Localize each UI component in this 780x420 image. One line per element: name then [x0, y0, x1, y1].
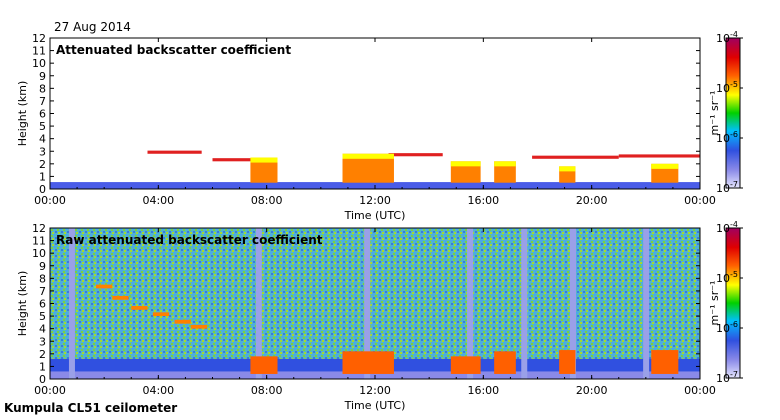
x-tick-label: 16:00 [467, 194, 499, 207]
aerosol-layer [96, 284, 113, 289]
aerosol-layer [212, 158, 262, 162]
colorbar-label: m⁻¹ sr⁻¹ [708, 91, 721, 136]
cloud-cell [450, 356, 481, 374]
x-tick-label: 12:00 [359, 194, 391, 207]
x-tick-label: 00:00 [34, 194, 66, 207]
y-tick-label: 1 [39, 170, 46, 183]
x-tick-label: 04:00 [142, 194, 174, 207]
cloud-top [342, 153, 394, 159]
x-axis-label: Time (UTC) [344, 209, 406, 222]
y-tick-label: 8 [39, 82, 46, 95]
panel-title: Raw attenuated backscatter coefficient [56, 233, 323, 247]
y-tick-label: 12 [32, 222, 46, 235]
cloud-top [651, 163, 679, 169]
cloud-cell [250, 356, 278, 374]
cloud-top [559, 166, 576, 172]
x-tick-label: 08:00 [251, 194, 283, 207]
cloud-cell [494, 351, 516, 374]
y-tick-label: 0 [39, 373, 46, 386]
y-tick-label: 10 [32, 247, 46, 260]
aerosol-layer [532, 155, 619, 159]
x-tick-label: 20:00 [576, 384, 608, 397]
clear-column [364, 228, 371, 379]
y-tick-label: 3 [39, 335, 46, 348]
colorbar-tick-label: 10-5 [716, 80, 738, 95]
instrument-label: Kumpula CL51 ceilometer [4, 401, 178, 415]
clear-column [467, 228, 474, 379]
y-axis-label: Height (km) [16, 81, 29, 147]
x-tick-label: 20:00 [576, 194, 608, 207]
cloud-cell [559, 350, 576, 374]
y-tick-label: 6 [39, 108, 46, 121]
y-tick-label: 10 [32, 57, 46, 70]
cloud-cell [450, 161, 481, 183]
cloud-cell [342, 351, 394, 374]
colorbar-label: m⁻¹ sr⁻¹ [708, 281, 721, 326]
panel-title: Attenuated backscatter coefficient [56, 43, 291, 57]
date-label: 27 Aug 2014 [54, 20, 131, 34]
clear-column [643, 228, 650, 379]
cloud-cell [494, 161, 516, 183]
y-tick-label: 4 [39, 323, 46, 336]
clear-column [521, 228, 528, 379]
clear-column [255, 228, 262, 379]
x-tick-label: 00:00 [684, 384, 716, 397]
y-tick-label: 3 [39, 145, 46, 158]
colorbar-tick-label: 10-4 [716, 30, 738, 45]
clear-column [68, 228, 75, 379]
x-tick-label: 00:00 [34, 384, 66, 397]
cloud-top [250, 157, 278, 163]
y-tick-label: 2 [39, 158, 46, 171]
cloud-cell [651, 350, 679, 374]
y-axis-label: Height (km) [16, 271, 29, 337]
y-tick-label: 5 [39, 310, 46, 323]
y-tick-label: 8 [39, 272, 46, 285]
colorbar-tick-label: 10-6 [716, 130, 738, 145]
y-tick-label: 9 [39, 70, 46, 83]
y-tick-label: 1 [39, 360, 46, 373]
y-tick-label: 9 [39, 260, 46, 273]
y-tick-label: 11 [32, 235, 46, 248]
aerosol-layer [131, 306, 148, 310]
y-tick-label: 0 [39, 183, 46, 196]
colorbar-tick-label: 10-6 [716, 320, 738, 335]
y-tick-label: 6 [39, 298, 46, 311]
aerosol-layer [112, 295, 129, 300]
colorbar [725, 227, 741, 379]
x-tick-label: 08:00 [251, 384, 283, 397]
colorbar-tick-label: 10-7 [716, 370, 738, 385]
clear-column [570, 228, 576, 379]
y-tick-label: 7 [39, 285, 46, 298]
y-tick-label: 11 [32, 45, 46, 58]
x-axis-label: Time (UTC) [344, 399, 406, 412]
y-tick-label: 4 [39, 133, 46, 146]
aerosol-layer [147, 150, 202, 154]
y-tick-label: 2 [39, 348, 46, 361]
colorbar-tick-label: 10-5 [716, 270, 738, 285]
x-tick-label: 00:00 [684, 194, 716, 207]
cloud-top [450, 161, 481, 167]
aerosol-layer [190, 324, 208, 329]
x-tick-label: 12:00 [359, 384, 391, 397]
colorbar [725, 37, 741, 189]
aerosol-layer [152, 312, 170, 317]
cloud-top [494, 161, 516, 167]
x-tick-label: 16:00 [467, 384, 499, 397]
aerosol-layer [388, 153, 443, 157]
aerosol-layer [618, 154, 700, 158]
y-tick-label: 5 [39, 120, 46, 133]
aerosol-layer [174, 319, 191, 324]
colorbar-tick-label: 10-7 [716, 180, 738, 195]
x-tick-label: 04:00 [142, 384, 174, 397]
y-tick-label: 7 [39, 95, 46, 108]
y-tick-label: 12 [32, 32, 46, 45]
colorbar-tick-label: 10-4 [716, 220, 738, 235]
